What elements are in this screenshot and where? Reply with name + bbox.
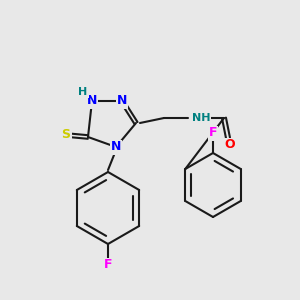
Text: O: O (225, 139, 235, 152)
Text: S: S (61, 128, 70, 142)
Text: F: F (104, 259, 112, 272)
Text: NH: NH (192, 113, 211, 123)
Text: N: N (87, 94, 97, 107)
Text: H: H (78, 87, 88, 97)
Text: F: F (209, 127, 217, 140)
Text: N: N (117, 94, 127, 107)
Text: N: N (111, 140, 121, 154)
